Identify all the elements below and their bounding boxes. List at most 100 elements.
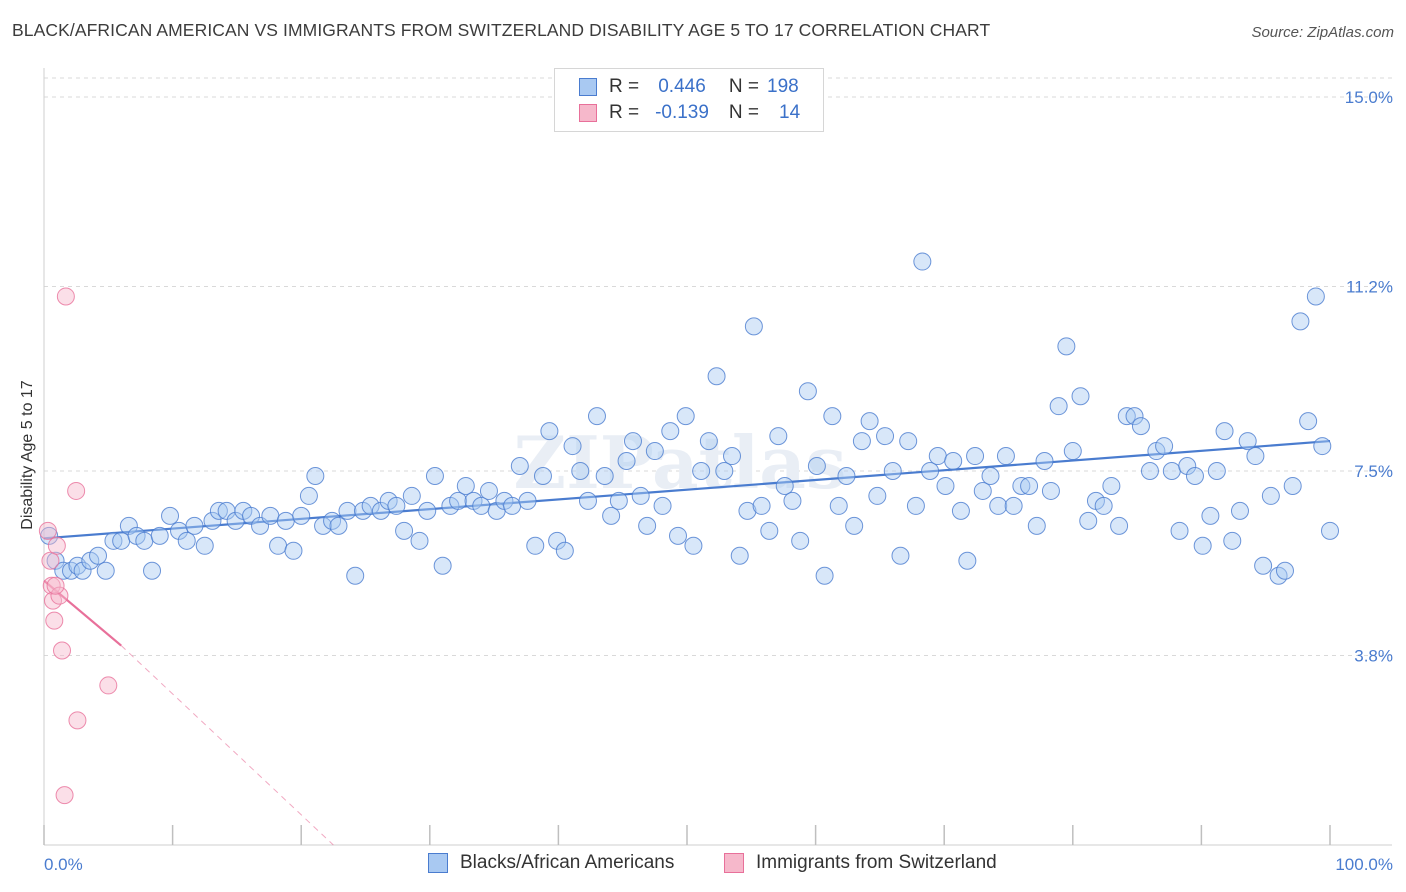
data-point-blacks (752, 496, 771, 515)
data-point-blacks (783, 491, 802, 510)
data-point-switzerland (67, 481, 86, 500)
data-point-blacks (306, 466, 325, 485)
legend-r-label: R = (609, 76, 640, 97)
data-point-blacks (449, 491, 468, 510)
data-point-blacks (623, 432, 642, 451)
legend-swatch-blue (428, 853, 448, 873)
data-point-blacks (730, 546, 749, 565)
data-point-blacks (744, 317, 763, 336)
data-point-blacks (402, 486, 421, 505)
data-point-blacks (653, 496, 672, 515)
data-point-switzerland (41, 551, 60, 570)
data-point-blacks (1223, 531, 1242, 550)
data-point-blacks (89, 546, 108, 565)
legend-n-value: 198 (767, 76, 799, 97)
trend-lines (43, 439, 1331, 846)
data-point-blacks (1246, 447, 1265, 466)
data-point-blacks (769, 427, 788, 446)
data-point-blacks (738, 501, 757, 520)
data-point-blacks (563, 437, 582, 456)
data-point-blacks (1207, 462, 1226, 480)
data-point-blacks (944, 452, 963, 471)
data-point-blacks (936, 476, 955, 495)
data-point-blacks (1057, 337, 1076, 356)
data-point-blacks (852, 432, 871, 451)
data-point-blacks (1020, 476, 1039, 495)
data-point-blacks (760, 521, 779, 540)
legend-r-value: -0.139 (655, 102, 709, 123)
data-point-blacks (617, 452, 636, 471)
data-point-blacks (868, 486, 887, 505)
source-label: Source: ZipAtlas.com (1251, 24, 1394, 41)
data-point-switzerland (38, 521, 57, 540)
legend-r-value: 0.446 (658, 76, 706, 97)
data-point-blacks (661, 422, 680, 441)
legend-swatch-pink (724, 853, 744, 873)
y-tick-label: 3.8% (1354, 647, 1393, 666)
data-point-blacks (104, 531, 123, 550)
grid-lines (44, 77, 1392, 657)
data-point-blacks (1079, 511, 1098, 530)
data-point-blacks (973, 481, 992, 500)
data-point-blacks (418, 501, 437, 520)
data-point-blacks (410, 531, 429, 550)
data-point-blacks (1110, 516, 1129, 535)
data-point-blacks (602, 506, 621, 525)
data-point-switzerland (50, 586, 69, 605)
x-tick-label: 0.0% (44, 855, 83, 874)
axes (43, 68, 1392, 846)
data-point-blacks (143, 561, 162, 580)
data-point-blacks (1102, 476, 1121, 495)
data-point-blacks (329, 516, 348, 535)
data-point-blacks (798, 382, 817, 401)
data-point-blacks (883, 462, 902, 480)
data-point-blacks (1321, 521, 1339, 540)
data-point-blacks (837, 466, 856, 485)
bottom-legend-item-switzerland: Immigrants from Switzerland (724, 852, 997, 874)
data-point-blacks (631, 486, 650, 505)
data-point-blacks (299, 486, 318, 505)
data-point-blacks (996, 447, 1015, 466)
data-point-blacks (899, 432, 918, 451)
data-point-switzerland (68, 711, 87, 730)
data-point-blacks (1230, 501, 1249, 520)
data-points (38, 252, 1339, 805)
data-point-blacks (284, 541, 303, 560)
data-point-blacks (177, 531, 196, 550)
data-point-blacks (119, 516, 138, 535)
data-point-blacks (135, 531, 154, 550)
data-point-blacks (823, 407, 842, 426)
data-point-switzerland (53, 641, 72, 660)
data-point-blacks (1049, 397, 1068, 416)
data-point-blacks (96, 561, 115, 580)
data-point-blacks (1313, 437, 1332, 456)
data-point-switzerland (47, 536, 66, 555)
data-point-blacks (1004, 496, 1023, 515)
data-point-blacks (692, 462, 711, 480)
data-point-blacks (1155, 437, 1174, 456)
data-point-blacks (150, 526, 169, 545)
data-point-blacks (276, 511, 295, 530)
legend-r-label: R = (609, 102, 640, 123)
data-point-blacks (638, 516, 657, 535)
data-point-blacks (1254, 556, 1273, 575)
data-point-blacks (314, 516, 333, 535)
data-point-blacks (161, 506, 180, 525)
data-point-switzerland (99, 676, 118, 695)
data-point-blacks (707, 367, 726, 386)
data-point-switzerland (45, 611, 64, 630)
data-point-blacks (1261, 486, 1280, 505)
data-point-switzerland (56, 287, 75, 306)
data-point-blacks (913, 252, 932, 271)
data-point-blacks (860, 412, 879, 431)
watermark: ZIPatlas (514, 420, 847, 505)
data-point-blacks (578, 491, 597, 510)
data-point-blacks (548, 531, 567, 550)
data-point-blacks (433, 556, 452, 575)
data-point-blacks (203, 511, 222, 530)
bottom-legend-label: Immigrants from Switzerland (756, 852, 997, 873)
data-point-blacks (1275, 561, 1294, 580)
data-point-switzerland (46, 576, 65, 595)
legend-row-blacks: R = 0.446 N = 198 (555, 74, 799, 100)
